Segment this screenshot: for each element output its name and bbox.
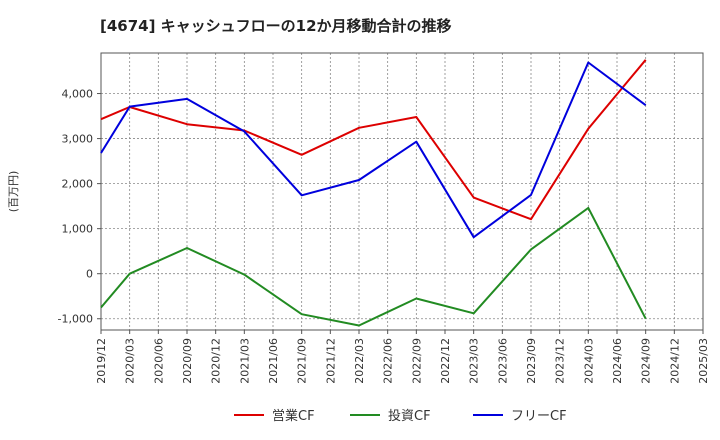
plot-frame — [100, 52, 704, 331]
series-line-2 — [100, 61, 647, 239]
x-tick-label: 2020/09 — [181, 338, 194, 384]
x-tick-label: 2020/06 — [152, 338, 165, 384]
x-tick-label: 2022/03 — [353, 338, 366, 384]
x-tick-label: 2024/03 — [582, 338, 595, 384]
x-tick-label: 2024/06 — [611, 338, 624, 384]
x-tick-label: 2021/12 — [324, 338, 337, 384]
series-line-0 — [100, 59, 647, 221]
x-tick-label: 2022/09 — [410, 338, 423, 384]
y-tick-label: 2,000 — [62, 178, 94, 191]
legend: 営業CF 投資CF フリーCF — [234, 408, 567, 424]
legend-label: フリーCF — [511, 409, 567, 424]
x-tick-label: 2020/03 — [124, 338, 137, 384]
x-tick-label: 2022/06 — [382, 338, 395, 384]
x-tick-label: 2024/12 — [668, 338, 681, 384]
y-tick-label: 4,000 — [62, 88, 94, 101]
y-tick-label: 3,000 — [62, 133, 94, 146]
x-tick-label: 2023/12 — [554, 338, 567, 384]
y-axis: -1,000 0 1,000 2,000 3,000 4,000 — [58, 88, 101, 326]
x-tick-label: 2020/12 — [210, 338, 223, 384]
y-axis-label: (百万円) — [7, 171, 20, 213]
series-lines — [100, 59, 647, 327]
legend-label: 投資CF — [388, 408, 431, 424]
x-tick-label: 2023/03 — [468, 338, 481, 384]
x-tick-label: 2024/09 — [640, 338, 653, 384]
series-line-1 — [100, 206, 647, 327]
y-tick-label: -1,000 — [58, 313, 93, 326]
x-axis: 2019/12 2020/03 2020/06 2020/09 2020/12 2021/… — [95, 330, 710, 384]
x-tick-label: 2021/03 — [238, 338, 251, 384]
x-tick-label: 2019/12 — [95, 338, 108, 384]
x-tick-label: 2022/12 — [439, 338, 452, 384]
x-tick-label: 2021/06 — [267, 338, 280, 384]
grid-lines — [101, 53, 703, 330]
x-tick-label: 2023/06 — [496, 338, 509, 384]
x-tick-label: 2023/09 — [525, 338, 538, 384]
y-tick-label: 0 — [86, 268, 93, 281]
y-tick-label: 1,000 — [62, 223, 94, 236]
x-tick-label: 2025/03 — [697, 338, 710, 384]
legend-label: 営業CF — [272, 408, 315, 424]
chart-title: [4674] キャッシュフローの12か月移動合計の推移 — [100, 17, 452, 35]
x-tick-label: 2021/09 — [296, 338, 309, 384]
